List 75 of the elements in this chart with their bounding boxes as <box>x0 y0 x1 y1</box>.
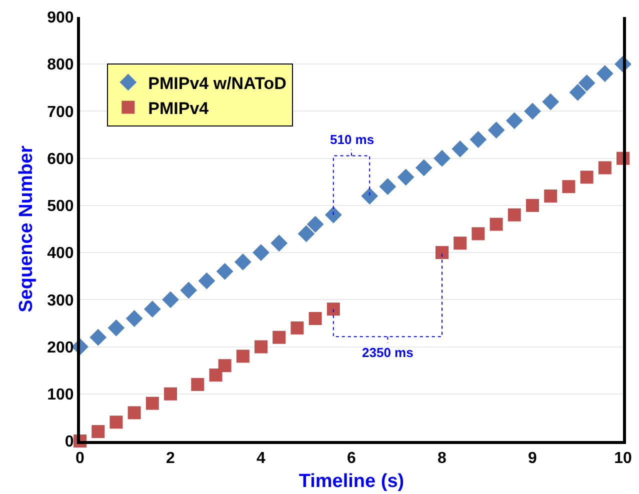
point <box>254 340 268 354</box>
x-tick-label: 10 <box>614 450 632 468</box>
point <box>436 246 448 260</box>
point <box>198 272 216 290</box>
point <box>209 368 222 382</box>
point <box>234 254 252 270</box>
point <box>524 102 541 120</box>
point <box>92 425 105 438</box>
point <box>110 416 123 429</box>
y-tick-label: 700 <box>47 104 74 121</box>
point <box>236 350 250 363</box>
point <box>270 234 288 252</box>
x-axis-title: Timeline (s) <box>298 471 404 492</box>
point <box>472 227 485 240</box>
point <box>298 225 315 242</box>
point <box>162 291 179 308</box>
point <box>397 168 414 186</box>
point <box>569 84 586 101</box>
y-tick-label: 600 <box>47 150 74 168</box>
point <box>272 330 286 344</box>
y-tick-label: 300 <box>47 292 74 310</box>
y-tick-label: 100 <box>47 386 74 404</box>
y-tick-label: 0 <box>64 434 74 451</box>
point <box>164 387 177 400</box>
y-tick-label: 500 <box>47 198 74 216</box>
y-tick-label: 800 <box>47 56 74 74</box>
y-axis-title: Sequence Number <box>16 144 37 312</box>
point <box>506 112 523 130</box>
point <box>562 180 576 194</box>
annotation: 510 ms <box>330 132 374 147</box>
point <box>361 188 378 204</box>
annotation: 2350 ms <box>362 345 414 360</box>
point <box>544 190 558 203</box>
y-tick-label: 400 <box>47 245 74 262</box>
point <box>324 206 342 224</box>
point <box>146 396 159 410</box>
point <box>308 312 322 326</box>
point <box>191 378 204 391</box>
point <box>596 65 614 82</box>
point <box>108 319 125 336</box>
point <box>580 170 594 184</box>
point <box>290 321 304 334</box>
x-tick-label: 0 <box>76 450 85 468</box>
point <box>578 74 596 92</box>
y-tick-label: 200 <box>47 339 74 356</box>
point <box>488 122 505 139</box>
x-tick-label: 4 <box>256 450 266 468</box>
point <box>144 300 161 318</box>
point <box>128 406 141 420</box>
point <box>470 131 487 148</box>
point <box>379 178 396 196</box>
point <box>598 161 612 174</box>
x-tick-label: 8 <box>438 450 447 468</box>
point <box>434 150 450 167</box>
point <box>306 216 324 233</box>
point <box>326 302 340 316</box>
point <box>90 328 107 346</box>
y-tick-label: 900 <box>47 10 74 27</box>
x-tick-label: 6 <box>347 450 356 468</box>
point <box>180 282 198 299</box>
legend-label: PMIPv4 w/NAToD <box>148 74 286 93</box>
point <box>490 218 503 231</box>
legend-label: PMIPv4 <box>148 98 210 118</box>
point <box>454 236 467 250</box>
point <box>252 244 270 262</box>
point <box>216 262 234 280</box>
point <box>526 198 539 212</box>
point <box>508 208 521 222</box>
point <box>452 140 469 158</box>
point <box>218 359 232 372</box>
point <box>542 93 560 110</box>
point <box>126 310 143 327</box>
point <box>415 159 432 176</box>
x-tick-label: 9 <box>528 450 538 468</box>
x-tick-label: 2 <box>166 450 176 468</box>
